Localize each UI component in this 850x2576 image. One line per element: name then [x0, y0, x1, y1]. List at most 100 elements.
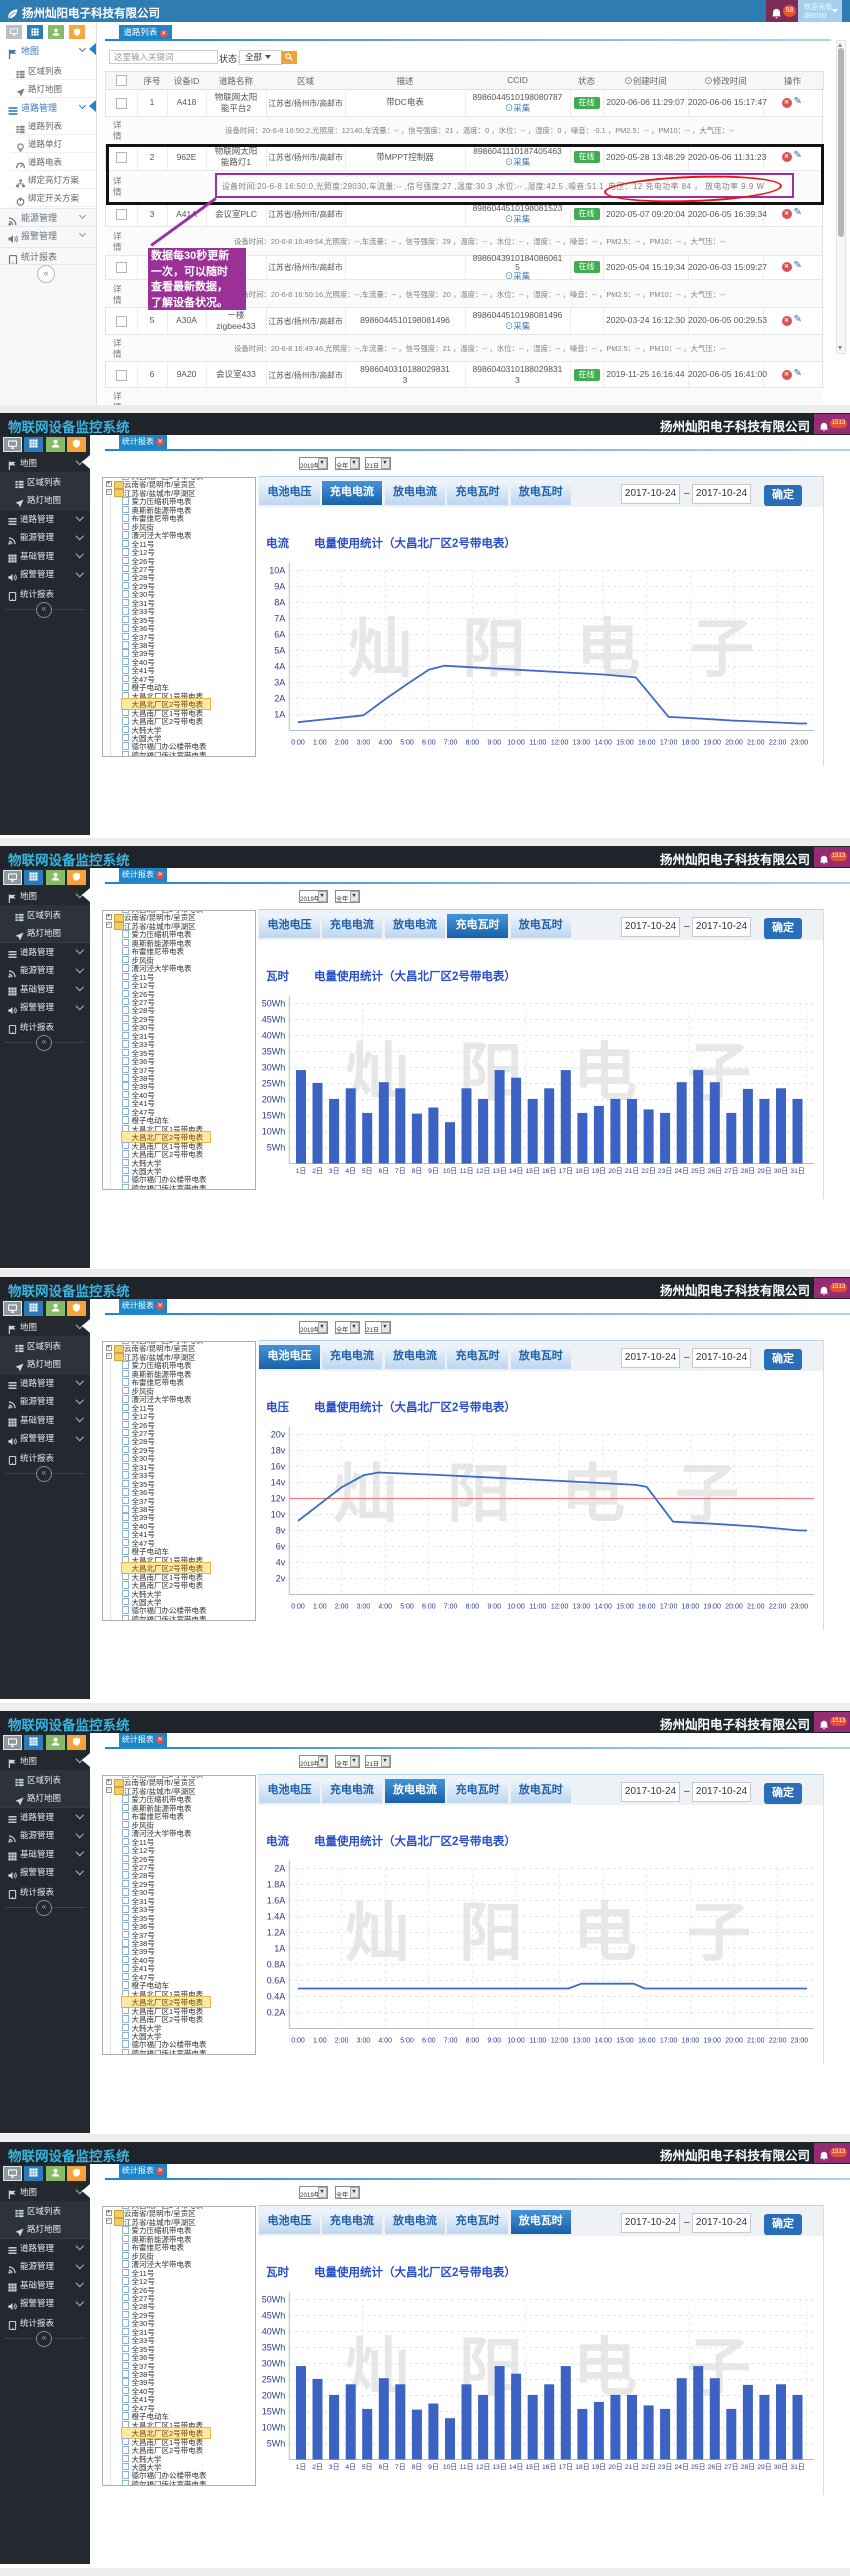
svg-text:21日: 21日: [625, 1167, 639, 1175]
svg-text:11:00: 11:00: [529, 740, 546, 747]
svg-text:40Wh: 40Wh: [262, 2327, 286, 2337]
svg-text:8A: 8A: [274, 598, 285, 608]
svg-text:13日: 13日: [492, 2463, 506, 2471]
svg-text:7日: 7日: [395, 1167, 406, 1175]
svg-text:24日: 24日: [675, 2463, 689, 2471]
svg-text:6A: 6A: [274, 630, 285, 640]
svg-text:1日: 1日: [296, 2463, 307, 2471]
svg-text:3:00: 3:00: [357, 1604, 371, 1611]
svg-text:18:00: 18:00: [682, 1604, 700, 1611]
svg-text:14日: 14日: [509, 2463, 523, 2471]
svg-text:3日: 3日: [329, 2463, 340, 2471]
svg-text:31日: 31日: [790, 1167, 804, 1175]
svg-text:19:00: 19:00: [703, 740, 721, 747]
svg-text:8v: 8v: [276, 1526, 286, 1536]
svg-text:20:00: 20:00: [725, 740, 743, 747]
svg-text:2A: 2A: [274, 1864, 285, 1874]
svg-text:16:00: 16:00: [638, 1604, 656, 1611]
svg-text:10:00: 10:00: [507, 2038, 525, 2045]
svg-text:14:00: 14:00: [594, 2038, 612, 2045]
svg-text:6日: 6日: [379, 2463, 390, 2471]
svg-text:19:00: 19:00: [703, 2038, 721, 2045]
svg-text:35Wh: 35Wh: [262, 2343, 286, 2353]
svg-text:14:00: 14:00: [594, 1604, 612, 1611]
svg-text:25Wh: 25Wh: [262, 1079, 286, 1089]
svg-text:1:00: 1:00: [313, 740, 327, 747]
svg-text:30Wh: 30Wh: [262, 1063, 286, 1073]
svg-text:30Wh: 30Wh: [262, 2359, 286, 2369]
svg-text:5:00: 5:00: [400, 2038, 414, 2045]
svg-text:1.2A: 1.2A: [267, 1928, 286, 1938]
svg-text:20v: 20v: [271, 1430, 286, 1440]
svg-text:5A: 5A: [274, 646, 285, 656]
svg-text:27日: 27日: [724, 2463, 738, 2471]
svg-text:45Wh: 45Wh: [262, 1015, 286, 1025]
svg-text:13日: 13日: [492, 1167, 506, 1175]
svg-text:22:00: 22:00: [769, 1604, 787, 1611]
svg-text:2:00: 2:00: [335, 1604, 349, 1611]
svg-text:0.4A: 0.4A: [267, 1992, 286, 2002]
svg-text:10日: 10日: [443, 1167, 457, 1175]
svg-text:20日: 20日: [608, 1167, 622, 1175]
svg-text:50Wh: 50Wh: [262, 999, 286, 1009]
svg-text:5:00: 5:00: [400, 1604, 414, 1611]
svg-text:10日: 10日: [443, 2463, 457, 2471]
svg-text:25日: 25日: [691, 1167, 705, 1175]
svg-text:灿阳电子: 灿阳电子: [333, 1458, 789, 1530]
svg-text:20Wh: 20Wh: [262, 2391, 286, 2401]
svg-text:22:00: 22:00: [769, 740, 787, 747]
svg-text:12v: 12v: [271, 1494, 286, 1504]
svg-text:4v: 4v: [276, 1558, 286, 1568]
svg-text:28日: 28日: [741, 1167, 755, 1175]
svg-text:3A: 3A: [274, 678, 285, 688]
svg-text:4日: 4日: [345, 1167, 356, 1175]
svg-text:0.2A: 0.2A: [267, 2008, 286, 2018]
svg-text:10v: 10v: [271, 1510, 286, 1520]
svg-text:8日: 8日: [412, 1167, 423, 1175]
svg-text:4:00: 4:00: [378, 1604, 392, 1611]
svg-text:8:00: 8:00: [466, 740, 480, 747]
svg-text:15:00: 15:00: [616, 2038, 634, 2045]
svg-text:10:00: 10:00: [507, 1604, 525, 1611]
svg-text:16:00: 16:00: [638, 2038, 656, 2045]
svg-text:17:00: 17:00: [660, 2038, 678, 2045]
svg-text:9A: 9A: [274, 582, 285, 592]
svg-text:25日: 25日: [691, 2463, 705, 2471]
svg-text:9:00: 9:00: [487, 740, 501, 747]
svg-text:2:00: 2:00: [335, 740, 349, 747]
svg-text:10Wh: 10Wh: [262, 1127, 286, 1137]
svg-text:5Wh: 5Wh: [267, 2439, 286, 2449]
svg-text:23:00: 23:00: [791, 2038, 809, 2045]
svg-text:21:00: 21:00: [747, 740, 765, 747]
svg-text:20日: 20日: [608, 2463, 622, 2471]
svg-text:15:00: 15:00: [616, 740, 634, 747]
svg-text:4日: 4日: [345, 2463, 356, 2471]
svg-text:6日: 6日: [379, 1167, 390, 1175]
svg-text:2日: 2日: [312, 2463, 323, 2471]
svg-text:15:00: 15:00: [616, 1604, 634, 1611]
svg-text:29日: 29日: [757, 1167, 771, 1175]
svg-text:0:00: 0:00: [291, 2038, 305, 2045]
svg-text:1.6A: 1.6A: [267, 1896, 286, 1906]
svg-text:12:00: 12:00: [551, 740, 569, 747]
svg-text:1A: 1A: [274, 710, 285, 720]
svg-text:6:00: 6:00: [422, 740, 436, 747]
svg-text:12:00: 12:00: [551, 1604, 569, 1611]
svg-text:10A: 10A: [269, 566, 285, 576]
svg-text:7:00: 7:00: [444, 1604, 458, 1611]
svg-text:0:00: 0:00: [291, 1604, 305, 1611]
svg-text:16v: 16v: [271, 1462, 286, 1472]
svg-text:11日: 11日: [460, 1167, 474, 1175]
svg-text:21:00: 21:00: [747, 2038, 765, 2045]
svg-text:8日: 8日: [412, 2463, 423, 2471]
svg-text:11日: 11日: [460, 2463, 474, 2471]
svg-text:7:00: 7:00: [444, 740, 458, 747]
svg-text:14v: 14v: [271, 1478, 286, 1488]
svg-text:15Wh: 15Wh: [262, 2407, 286, 2417]
svg-text:13:00: 13:00: [573, 2038, 591, 2045]
svg-text:35Wh: 35Wh: [262, 1047, 286, 1057]
svg-text:21日: 21日: [625, 2463, 639, 2471]
svg-text:4A: 4A: [274, 662, 285, 672]
svg-text:13:00: 13:00: [573, 740, 591, 747]
svg-text:24日: 24日: [675, 1167, 689, 1175]
